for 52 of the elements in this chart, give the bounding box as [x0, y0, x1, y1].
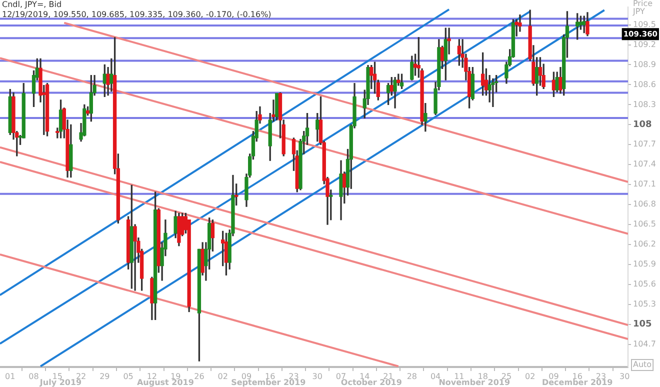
y-tick-label: 105.9 [633, 260, 656, 269]
text: September 2019 [231, 378, 306, 387]
text: Auto [633, 360, 652, 370]
text: October 2019 [340, 378, 402, 387]
chart-subtitle: 12/19/2019, 109.550, 109.685, 109.335, 109.360, -0.170, (-0.16%) [2, 10, 272, 20]
x-tick-label: 09 [241, 372, 252, 381]
x-tick-label: 09 [548, 372, 559, 381]
x-tick-label: 11 [454, 372, 464, 381]
x-tick-label: 12 [146, 372, 158, 381]
y-tick-label: 105.3 [633, 299, 656, 308]
x-tick-label: 16 [265, 372, 276, 381]
y-tick-label: 109.5 [633, 20, 656, 29]
chart-title: Cndl, JPY=, Bid [2, 0, 62, 10]
text: August 2019 [136, 378, 194, 387]
y-tick-label: 109.2 [633, 40, 656, 49]
y-tick-label: 105.6 [633, 280, 656, 289]
x-tick-label: 26 [194, 372, 204, 381]
text: JPY [632, 7, 646, 16]
x-tick-label: 18 [478, 372, 488, 381]
y-tick-label: 108.9 [633, 60, 656, 69]
y-tick-label: 106.2 [633, 240, 656, 249]
x-tick-label: 02 [524, 372, 536, 381]
text: November 2019 [438, 378, 510, 387]
x-tick-label: 23 [596, 372, 606, 381]
y-tick-label: 107.1 [633, 180, 656, 189]
x-tick-label: 05 [123, 372, 134, 381]
x-tick-label: 15 [52, 372, 62, 381]
x-tick-label: 30 [620, 372, 630, 381]
y-tick-label: 106.8 [633, 200, 656, 209]
x-tick-label: 23 [288, 372, 299, 381]
x-tick-label: 30 [312, 372, 322, 381]
x-tick-label: 29 [100, 372, 110, 381]
x-tick-label: 28 [406, 372, 418, 381]
text: December 2019 [542, 378, 614, 387]
x-tick-label: 08 [28, 372, 39, 381]
y-tick-label: 107.4 [633, 160, 656, 169]
x-tick-label: 19 [170, 372, 181, 381]
y-tick-label: 108 [633, 120, 652, 130]
x-tick-label: 16 [572, 372, 582, 381]
x-tick-label: 02 [218, 372, 228, 381]
y-tick-label: 108.3 [633, 100, 656, 109]
text: Price [633, 0, 653, 8]
y-tick-label: 107.7 [633, 140, 656, 149]
y-tick-label: 108.6 [633, 80, 656, 89]
x-tick-label: 04 [430, 372, 441, 381]
x-tick-label: 01 [5, 372, 16, 381]
x-tick-label: 07 [336, 372, 346, 381]
y-tick-label: 104.7 [633, 339, 656, 348]
y-tick-label: 105 [633, 320, 652, 330]
text: July 2019 [38, 378, 82, 387]
candlestick [491, 78, 495, 107]
y-tick-label: 106.5 [633, 220, 656, 229]
